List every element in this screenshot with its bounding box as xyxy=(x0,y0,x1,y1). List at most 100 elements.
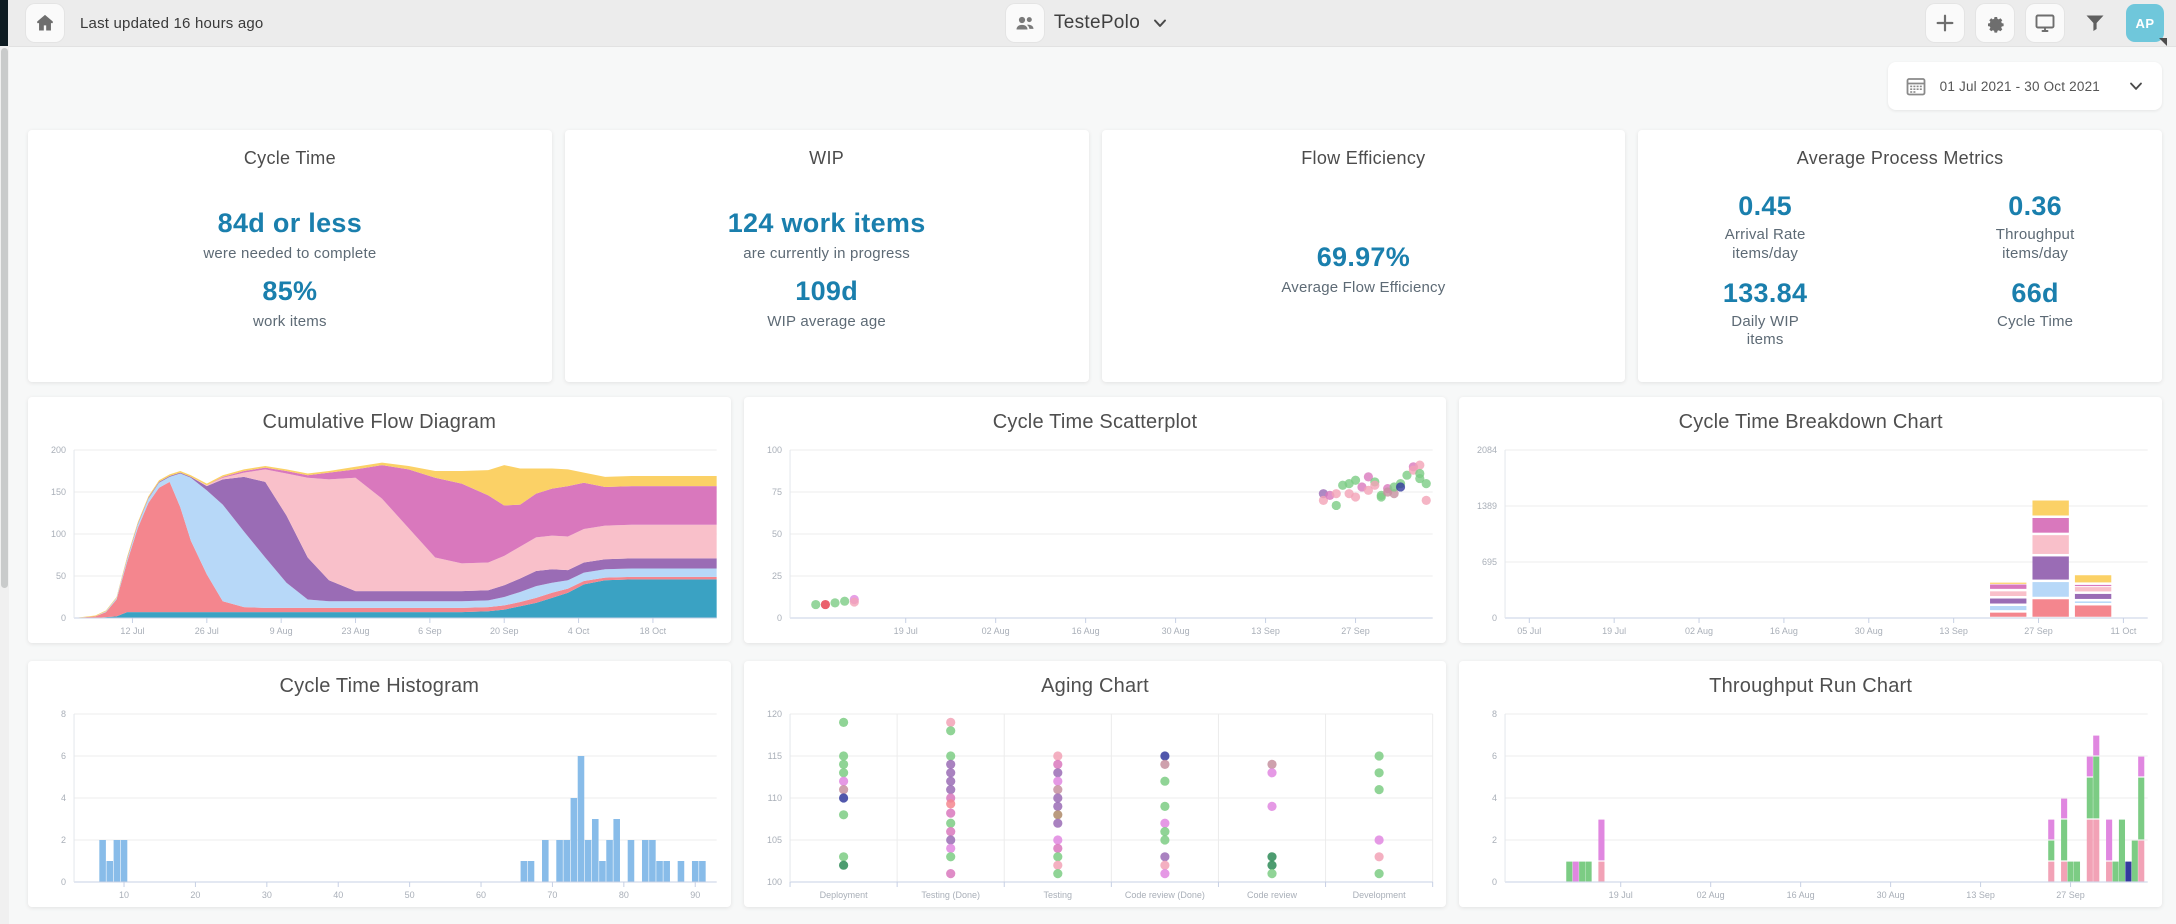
kpi-card-cycle-time: Cycle Time 84d or less were needed to co… xyxy=(28,130,552,382)
svg-text:0: 0 xyxy=(1492,877,1497,887)
kpi-row: Cycle Time 84d or less were needed to co… xyxy=(28,130,2162,382)
kpi-title: Average Process Metrics xyxy=(1796,148,2004,168)
svg-text:Testing: Testing xyxy=(1043,890,1072,900)
team-icon-button[interactable] xyxy=(1005,4,1044,42)
svg-text:4: 4 xyxy=(61,793,66,803)
last-updated-text: Last updated 16 hours ago xyxy=(80,14,264,32)
metric-label: Cycle Time xyxy=(1997,312,2074,330)
left-scrollbar[interactable] xyxy=(0,46,9,924)
date-range-picker[interactable]: 01 Jul 2021 - 30 Oct 2021 xyxy=(1887,62,2162,110)
avatar-initials: AP xyxy=(2135,15,2155,31)
svg-text:115: 115 xyxy=(767,751,781,761)
metric-arrival-rate: 0.45 Arrival Rate items/day xyxy=(1660,191,1870,264)
cycle-time-scatterplot-plot: 0 25 50 75 100 19 Jul 02 Aug 16 Aug 30 Aug 13 Sep… xyxy=(767,445,1433,636)
cycle-time-histogram-plot: 0 2 4 6 8 10 20 30 40 50 60 70 80 90 xyxy=(61,709,717,900)
svg-text:13 Sep: 13 Sep xyxy=(1967,890,1996,900)
svg-text:19 Jul: 19 Jul xyxy=(1609,890,1633,900)
metric-label: Throughput items/day xyxy=(1995,226,2075,262)
svg-text:100: 100 xyxy=(767,445,782,455)
svg-text:50: 50 xyxy=(56,571,66,581)
svg-text:9 Aug: 9 Aug xyxy=(270,626,293,636)
team-selector[interactable]: TestePolo xyxy=(1005,4,1170,42)
svg-text:150: 150 xyxy=(51,487,66,497)
top-bar: Last updated 16 hours ago TestePolo xyxy=(0,0,2176,47)
display-button[interactable] xyxy=(2026,4,2064,42)
chevron-down-icon xyxy=(1150,13,1170,33)
kpi-primary-label: were needed to complete xyxy=(203,244,377,262)
svg-text:23 Aug: 23 Aug xyxy=(341,626,369,636)
metric-label: Daily WIP items xyxy=(1731,312,1799,349)
svg-text:30: 30 xyxy=(262,890,272,900)
settings-button[interactable] xyxy=(1976,4,2014,42)
svg-text:13 Sep: 13 Sep xyxy=(1940,626,1969,636)
add-button[interactable] xyxy=(1926,4,1964,42)
svg-text:Deployment: Deployment xyxy=(819,890,868,900)
home-icon xyxy=(34,12,56,34)
metric-daily-wip: 133.84 Daily WIP items xyxy=(1660,278,1870,351)
svg-text:05 Jul: 05 Jul xyxy=(1518,626,1542,636)
svg-text:105: 105 xyxy=(767,835,782,845)
metric-value: 0.36 xyxy=(2008,191,2062,221)
svg-text:6: 6 xyxy=(1492,751,1497,761)
kpi-card-wip: WIP 124 work items are currently in prog… xyxy=(564,130,1089,382)
chart-title: Throughput Run Chart xyxy=(1709,675,1913,697)
metric-value: 0.45 xyxy=(1738,191,1792,221)
cumulative-flow-diagram-plot: 0 50 100 150 200 12 Jul 26 Jul 9 Aug 23 Aug 6 Sep… xyxy=(51,445,717,636)
metric-label: Arrival Rate items/day xyxy=(1724,226,1806,262)
home-button[interactable] xyxy=(26,4,64,42)
chart-card-cycle-time-scatterplot: Cycle Time Scatterplot 0 25 50 75 100 19 Jul 0… xyxy=(743,397,1447,643)
svg-text:50: 50 xyxy=(405,890,415,900)
svg-text:02 Aug: 02 Aug xyxy=(1697,890,1725,900)
svg-text:6: 6 xyxy=(61,751,66,761)
filter-icon xyxy=(2083,11,2107,35)
kpi-primary-value: 124 work items xyxy=(727,207,926,238)
kpi-title: WIP xyxy=(809,148,845,168)
svg-text:30 Aug: 30 Aug xyxy=(1161,626,1189,636)
avatar-caret-icon xyxy=(2159,38,2167,46)
svg-text:19 Jul: 19 Jul xyxy=(893,626,917,636)
kpi-card-flow-efficiency: Flow Efficiency 69.97% Average Flow Effi… xyxy=(1101,130,1626,382)
svg-text:18 Oct: 18 Oct xyxy=(640,626,667,636)
svg-text:8: 8 xyxy=(61,709,66,719)
charts-row-1: Cumulative Flow Diagram 0 50 100 150 200 12 J… xyxy=(28,397,2163,643)
svg-text:0: 0 xyxy=(61,613,66,623)
cycle-time-breakdown-plot: 0 695 1389 2084 05 Jul 19 Jul 02 Aug 16 Aug 30 A… xyxy=(1477,445,2149,636)
svg-text:20: 20 xyxy=(190,890,200,900)
svg-text:0: 0 xyxy=(1492,613,1497,623)
svg-text:27 Sep: 27 Sep xyxy=(1341,626,1370,636)
calendar-icon xyxy=(1904,74,1928,98)
scrollbar-thumb[interactable] xyxy=(1,48,8,588)
team-name: TestePolo xyxy=(1053,12,1141,33)
svg-text:40: 40 xyxy=(333,890,343,900)
svg-text:02 Aug: 02 Aug xyxy=(1685,626,1713,636)
svg-text:Testing (Done): Testing (Done) xyxy=(921,890,980,900)
avatar[interactable]: AP xyxy=(2126,4,2167,46)
svg-text:4: 4 xyxy=(1492,793,1497,803)
plus-icon xyxy=(1934,12,1956,34)
chart-card-throughput-run-chart: Throughput Run Chart 0 2 4 6 8 19 Jul 02 Aug 16… xyxy=(1459,661,2163,907)
svg-text:100: 100 xyxy=(767,877,782,887)
date-chevron-down-icon xyxy=(2126,76,2146,96)
team-icon xyxy=(1013,11,1037,35)
svg-text:13 Sep: 13 Sep xyxy=(1251,626,1280,636)
svg-text:Code review (Done): Code review (Done) xyxy=(1125,890,1205,900)
chart-title: Aging Chart xyxy=(1041,675,1149,697)
filter-button[interactable] xyxy=(2076,4,2114,42)
svg-text:11 Oct: 11 Oct xyxy=(2111,626,2137,636)
svg-text:30 Aug: 30 Aug xyxy=(1877,890,1905,900)
svg-text:26 Jul: 26 Jul xyxy=(195,626,219,636)
svg-text:27 Sep: 27 Sep xyxy=(2025,626,2054,636)
metric-cycle-time: 66d Cycle Time xyxy=(1930,278,2140,351)
svg-text:695: 695 xyxy=(1482,557,1497,567)
svg-text:25: 25 xyxy=(772,571,782,581)
date-range-text: 01 Jul 2021 - 30 Oct 2021 xyxy=(1939,78,2100,94)
svg-text:2: 2 xyxy=(1492,835,1497,845)
chart-title: Cycle Time Histogram xyxy=(279,675,480,697)
chart-card-cycle-time-breakdown: Cycle Time Breakdown Chart 0 695 1389 2084 0… xyxy=(1459,397,2163,643)
chart-title: Cumulative Flow Diagram xyxy=(262,411,497,433)
kpi-title: Cycle Time xyxy=(243,148,336,168)
svg-text:1389: 1389 xyxy=(1477,501,1497,511)
kpi-primary-label: Average Flow Efficiency xyxy=(1281,278,1446,296)
kpi-secondary-value: 109d xyxy=(795,275,858,306)
metric-value: 66d xyxy=(2011,277,2059,308)
